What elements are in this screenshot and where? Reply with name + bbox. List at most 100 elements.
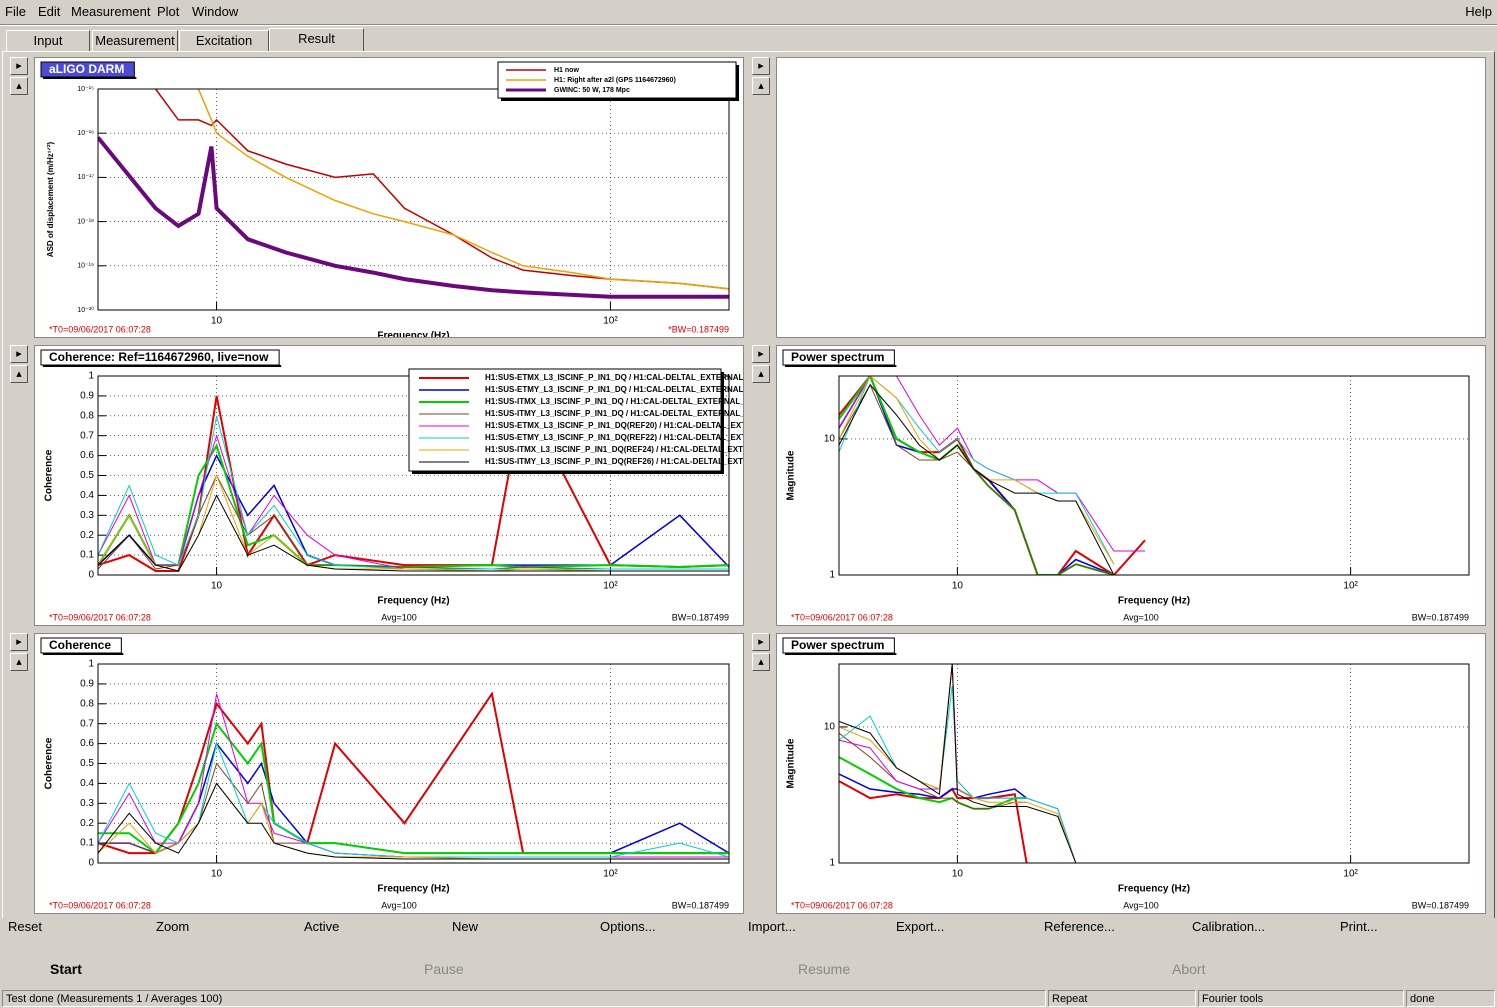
legend-label: H1: Right after a2l (GPS 1164672960) (554, 77, 676, 84)
legend-label: H1:SUS-ITMX_L3_ISCINF_P_IN1_DQ / H1:CAL-… (485, 397, 743, 406)
panel-title: Coherence: Ref=1164672960, live=now (49, 350, 269, 364)
x-tick-label: 10 (952, 869, 964, 880)
y-tick-label: 0.6 (80, 738, 94, 749)
x-axis-label: Frequency (Hz) (377, 596, 449, 607)
toolbar-button btn[interactable]: Import... (748, 919, 896, 943)
toolbar-button btn[interactable]: Calibration... (1192, 919, 1340, 943)
menu-item[interactable]: Window (192, 4, 239, 19)
data-line (98, 415, 729, 570)
tab[interactable]: Measurement (92, 30, 178, 51)
plot-frame (97, 663, 730, 864)
footer-t0: *T0=09/06/2017 06:07:28 (49, 324, 151, 334)
toolbar-button btn[interactable]: Reference... (1044, 919, 1192, 943)
footer-avg: Avg=100 (1123, 900, 1159, 910)
data-line (839, 756, 1027, 810)
panel-arrow-button[interactable]: ▸ (10, 633, 28, 651)
chart: Coherence 0 0.1 0.2 0.3 0.4 0.5 0.6 0.7 0.8 0.9 1 10… (40, 637, 730, 910)
toolbar-button btn[interactable]: Active (304, 919, 452, 943)
run-button btn[interactable]: Pause (424, 961, 464, 977)
tab[interactable]: Input (6, 30, 90, 51)
chart: Power spectrum 1 10 10 10² Frequency (Hz) Magn… (782, 349, 1470, 622)
toolbar-button btn[interactable]: Export... (896, 919, 1044, 943)
menu-item[interactable]: Measurement (71, 4, 151, 19)
y-tick-label: 0.8 (80, 410, 94, 421)
footer-bw: BW=0.187499 (672, 612, 729, 622)
y-tick-label: 1 (88, 371, 94, 382)
y-tick-label: 1 (829, 570, 835, 581)
panel-title: Power spectrum (791, 638, 884, 652)
x-tick-label: 10² (1343, 869, 1358, 880)
toolbar-button btn[interactable]: New (452, 919, 600, 943)
legend-label: H1:SUS-ETMX_L3_ISCINF_P_IN1_DQ(REF20) / … (485, 421, 743, 430)
y-tick-label: 0.1 (80, 550, 94, 561)
status-field: Test done (Measurements 1 / Averages 100… (2, 990, 1046, 1007)
y-tick-label: 0.9 (80, 391, 94, 402)
toolbar-button btn[interactable]: Zoom (156, 919, 304, 943)
y-tick-label: 0.4 (80, 778, 94, 789)
panel-arrow-button[interactable]: ▴ (10, 365, 28, 383)
panel-arrow-button[interactable]: ▸ (752, 345, 770, 363)
y-tick-label: 1 (829, 858, 835, 869)
y-tick-label: 10⁻¹⁹ (77, 263, 94, 270)
plot-panel: aLIGO DARM 10⁻²⁰ 10⁻¹⁹ 10⁻¹⁸ 10⁻¹⁷ 10⁻¹⁶ 10⁻¹⁵… (34, 57, 744, 338)
panel-arrow-button[interactable]: ▸ (752, 57, 770, 75)
panel-arrow-button[interactable]: ▸ (752, 633, 770, 651)
footer-bw: *BW=0.187499 (668, 324, 729, 334)
tab-frame (2, 51, 1495, 918)
legend (408, 368, 722, 472)
x-axis-label: Frequency (Hz) (377, 884, 449, 895)
legend-label: H1:SUS-ITMX_L3_ISCINF_P_IN1_DQ(REF24) / … (485, 445, 743, 454)
plot-panel: Coherence 0 0.1 0.2 0.3 0.4 0.5 0.6 0.7 0.8 0.9 1 10… (34, 633, 744, 914)
panel-arrow-button[interactable]: ▸ (10, 57, 28, 75)
y-tick-label: 10 (824, 434, 836, 445)
footer-bw: BW=0.187499 (672, 900, 729, 910)
toolbar-button btn[interactable]: Reset (8, 919, 156, 943)
menu-item[interactable]: Help (1465, 4, 1492, 19)
y-tick-label: 0.3 (80, 798, 94, 809)
run-button btn[interactable]: Abort (1172, 961, 1206, 977)
run-button btn[interactable]: Resume (798, 961, 851, 977)
legend-label: H1:SUS-ITMY_L3_ISCINF_P_IN1_DQ(REF26) / … (485, 457, 743, 466)
data-line (98, 494, 729, 572)
y-tick-label: 0 (88, 570, 94, 581)
x-tick-label: 10 (211, 869, 223, 880)
run-button btn[interactable]: Start (50, 961, 82, 977)
panel-arrow-button[interactable]: ▴ (752, 77, 770, 95)
tab[interactable]: Excitation (179, 30, 269, 51)
y-tick-label: 0.6 (80, 450, 94, 461)
x-tick-label: 10 (211, 316, 223, 327)
status-field: Fourier tools (1198, 990, 1404, 1007)
menu-item[interactable]: Edit (38, 4, 61, 19)
x-tick-label: 10² (603, 869, 618, 880)
footer-t0: *T0=09/06/2017 06:07:28 (791, 612, 893, 622)
x-tick-label: 10² (603, 581, 618, 592)
panel-arrow-button[interactable]: ▸ (10, 345, 28, 363)
data-line (98, 742, 729, 854)
y-tick-label: 10⁻¹⁵ (77, 86, 94, 93)
footer-t0: *T0=09/06/2017 06:07:28 (791, 900, 893, 910)
tab[interactable]: Result (269, 28, 364, 52)
y-tick-label: 0.2 (80, 818, 94, 829)
footer-t0: *T0=09/06/2017 06:07:28 (49, 900, 151, 910)
panel-arrow-button[interactable]: ▴ (10, 77, 28, 95)
y-tick-label: 0.2 (80, 530, 94, 541)
panel-arrow-button[interactable]: ▴ (752, 653, 770, 671)
data-line (98, 741, 729, 858)
toolbar-button btn[interactable]: Print... (1340, 919, 1488, 943)
footer-bw: BW=0.187499 (1412, 612, 1469, 622)
footer-avg: Avg=100 (381, 612, 417, 622)
panel-arrow-button[interactable]: ▴ (10, 653, 28, 671)
data-line (839, 664, 1077, 863)
status-field: done (1406, 990, 1495, 1007)
menu-item[interactable]: Plot (157, 4, 180, 19)
footer-avg: Avg=100 (1123, 612, 1159, 622)
panel-arrow-button[interactable]: ▴ (752, 365, 770, 383)
y-axis-label: ASD of displacement (m/Hz¹ᐟ²) (46, 141, 55, 257)
toolbar-button btn[interactable]: Options... (600, 919, 748, 943)
menu-separator (0, 24, 1497, 26)
y-tick-label: 0 (88, 858, 94, 869)
y-tick-label: 0.7 (80, 718, 94, 729)
menu-item[interactable]: File (5, 4, 26, 19)
data-line (839, 376, 1115, 575)
